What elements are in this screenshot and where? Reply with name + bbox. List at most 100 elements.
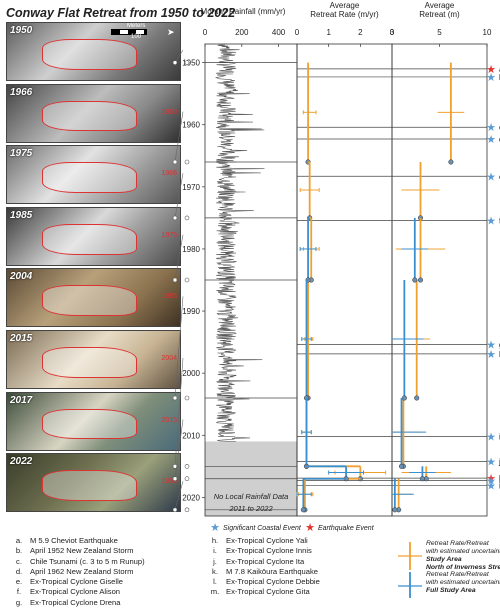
event-legend-key: l.: [213, 577, 217, 587]
x-tick-label: 10: [483, 28, 492, 37]
photo-year-label: 2022: [10, 456, 33, 468]
event-legend-label: Chile Tsunami (c. 3 to 5 m Runup): [30, 556, 145, 566]
photo-outline-date: 2015: [161, 416, 177, 424]
coastal-star-icon: ★: [486, 72, 496, 84]
panel-frame-rate: [296, 43, 393, 517]
event-legend-label: Ex-Tropical Cyclone Giselle: [30, 577, 123, 587]
photo-year-label: 1950: [10, 25, 33, 36]
retreat-point: [448, 159, 454, 165]
event-legend-key: a.: [15, 536, 23, 545]
earthquake-star-icon: ★: [486, 473, 496, 485]
x-tick-label: 0: [295, 28, 300, 37]
coastal-star-icon: ★: [486, 340, 496, 352]
event-legend-label: Ex-Tropical Cyclone Gita: [226, 587, 310, 597]
rainfall-series-line: [214, 43, 265, 442]
rate-point: [305, 277, 311, 283]
scale-bar-value: 100: [131, 34, 142, 40]
event-legend-label: Ex-Tropical Cyclone Ita: [226, 556, 305, 566]
photo-year-label: 2015: [10, 333, 33, 344]
events-legend-left: a. M 5.9 Cheviot Earthquake b. April 1952 N…: [8, 536, 192, 608]
aerial-photo-1950: 1950 Meters 100 ➤: [6, 22, 181, 81]
panel-frame-ret: [391, 43, 488, 517]
cliff-outline: [41, 223, 137, 255]
rate-axis-title: Average: [330, 1, 360, 10]
orange-legend-text: with estimated uncertainty: [426, 548, 500, 555]
y-tick-label: 2020: [182, 493, 200, 502]
photo-outline-date: 1985: [161, 293, 177, 301]
blue-legend-text: Full Study Area: [426, 587, 476, 594]
figure-title: Conway Flat Retreat from 1950 to 2022: [6, 6, 236, 20]
photo-connector-dot-2: [184, 395, 190, 401]
event-legend-key: i.: [213, 546, 217, 556]
retreat-point: [417, 277, 424, 283]
rate-axis-title-2: Retreat Rate (m/yr): [310, 10, 379, 19]
rate-point: [305, 159, 311, 165]
y-tick-label: 1980: [182, 245, 200, 254]
photo-year-label: 1985: [10, 209, 33, 221]
rate-point: [357, 476, 363, 482]
coastal-star-icon: ★: [486, 122, 496, 134]
x-tick-label: 400: [272, 28, 286, 37]
event-legend-item: i. Ex-Tropical Cyclone Innis: [204, 546, 364, 556]
retreat-axis-title: Average: [425, 1, 455, 10]
y-tick-label: 2000: [182, 369, 200, 378]
event-legend-key: g.: [15, 597, 23, 607]
event-legend-item: d. April 1962 New Zealand Storm: [8, 567, 192, 577]
orange-legend-text: Retreat Rate/Retreat: [426, 540, 490, 547]
event-legend-item: e. Ex-Tropical Cyclone Giselle: [8, 577, 192, 587]
rate-point: [303, 395, 310, 401]
photo-outline-date: 1966: [161, 170, 177, 178]
photo-year-label: 1966: [10, 86, 33, 98]
photo-connector-dot-2: [184, 464, 190, 469]
rate-point: [303, 463, 310, 469]
cliff-outline: [41, 408, 137, 440]
aerial-photo-2017: 2017 2015: [6, 391, 181, 451]
blue-legend-text: Retreat Rate/Retreat: [426, 571, 490, 578]
aerial-photo-1966: 1966 1950: [6, 83, 181, 143]
retreat-point: [412, 277, 418, 283]
retreat-point: [392, 507, 398, 513]
coastal-star-legend-icon: ★: [210, 522, 220, 534]
retreat-point: [396, 507, 402, 513]
retreat-point: [417, 215, 424, 221]
coastal-star-icon: ★: [486, 215, 496, 227]
event-legend-item: f. Ex-Tropical Cyclone Alison: [8, 587, 192, 597]
photo-connector-dot-2: [184, 159, 190, 165]
event-legend-item: j. Ex-Tropical Cyclone Ita: [204, 557, 364, 567]
event-legend-label: Ex-Tropical Cyclone Drena: [30, 597, 121, 607]
panel-frame-rain: [204, 43, 298, 517]
earthquake-star-icon: ★: [486, 64, 496, 76]
aerial-photo-1985: 1985 1975: [6, 206, 181, 266]
retreat-point: [401, 395, 407, 401]
x-tick-label: 2: [358, 28, 363, 37]
x-tick-label: 5: [437, 28, 442, 37]
x-tick-label: 0: [390, 28, 395, 37]
coastal-star-icon: ★: [486, 134, 496, 146]
cliff-outline: [41, 38, 137, 70]
coastal-star-icon: ★: [486, 476, 496, 488]
x-tick-label: 3: [390, 28, 395, 37]
earthquake-star-legend-icon: ★: [305, 522, 315, 534]
photo-year-label: 2017: [10, 394, 33, 406]
scale-bar-label: Meters: [127, 23, 146, 29]
event-legend-key: k.: [212, 566, 218, 576]
event-legend-item: l. Ex-Tropical Cyclone Debbie: [204, 577, 364, 587]
retreat-point: [400, 463, 406, 469]
event-legend-key: f.: [16, 587, 22, 597]
coastal-star-icon: ★: [486, 349, 496, 361]
event-legend-label: Ex-Tropical Cyclone Debbie: [226, 577, 320, 587]
y-tick-label: 1950: [182, 59, 200, 68]
coastal-star-icon: ★: [486, 432, 496, 444]
aerial-photo-2004: 2004 1985: [6, 268, 181, 328]
orange-legend-text: Study Area: [426, 556, 462, 563]
photo-connector-dot-2: [184, 60, 190, 65]
aerial-photo-1975: 1975 1966: [6, 145, 181, 205]
event-legend-key: c.: [16, 556, 22, 566]
coastal-event-legend-label: Significant Coastal Event: [223, 525, 302, 532]
north-arrow-icon: ➤: [167, 27, 175, 37]
event-legend-label: Ex-Tropical Cyclone Alison: [30, 587, 121, 597]
photo-outline-date: 1950: [161, 108, 177, 116]
photo-connector-dot-2: [184, 215, 190, 221]
event-legend-label: April 1962 New Zealand Storm: [30, 566, 134, 576]
rate-point: [303, 463, 310, 469]
